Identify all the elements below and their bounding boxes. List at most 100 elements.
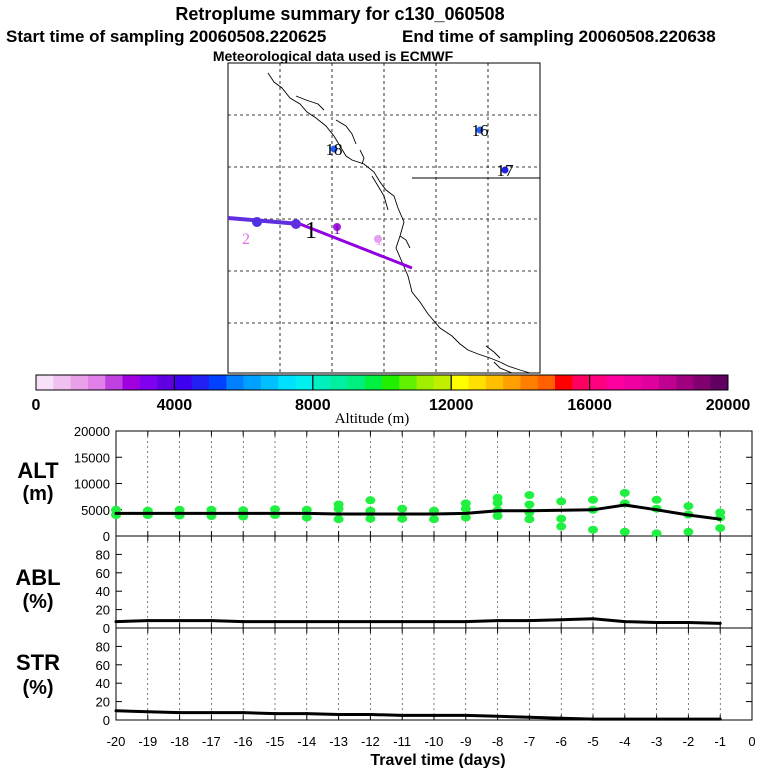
series-point xyxy=(464,511,468,515)
altitude-scatter-point xyxy=(206,505,217,514)
x-tick-label: -15 xyxy=(266,734,285,749)
cluster-point-16 xyxy=(476,126,484,134)
series-point xyxy=(591,717,595,721)
colorbar-cell xyxy=(485,375,504,390)
altitude-scatter-point xyxy=(301,513,312,522)
series-point xyxy=(464,620,468,624)
altitude-scatter-point xyxy=(492,493,503,502)
colorbar-cell xyxy=(278,375,296,390)
trajectory-segment-1 xyxy=(227,216,301,226)
series-line-alt xyxy=(116,503,721,521)
colorbar-cell xyxy=(399,375,417,390)
altitude-scatter-point xyxy=(588,525,598,534)
series-point xyxy=(146,511,150,515)
series-line-abl xyxy=(115,617,721,625)
series-point xyxy=(305,712,309,716)
colorbar-cell xyxy=(174,375,192,390)
series-point xyxy=(527,619,531,623)
altitude-scatter-point xyxy=(111,505,121,514)
series-point xyxy=(241,511,245,515)
series-point xyxy=(655,621,659,624)
series-point xyxy=(559,618,563,622)
map-label: 17 xyxy=(497,161,515,180)
abl-panel-label: ABL xyxy=(15,565,60,590)
x-tick-label: -1 xyxy=(714,734,726,749)
colorbar-cell xyxy=(347,375,365,390)
altitude-scatter-point xyxy=(556,497,567,506)
colorbar-cell xyxy=(260,375,279,390)
series-point xyxy=(686,717,690,721)
series-point xyxy=(178,511,182,515)
altitude-scatter-point xyxy=(365,514,376,523)
x-tick-label: -18 xyxy=(170,734,189,749)
series-point xyxy=(241,620,245,624)
altitude-scatter-point xyxy=(556,514,567,523)
altitude-scatter-point xyxy=(397,514,408,523)
figure-title: Retroplume summary for c130_060508 xyxy=(175,4,504,24)
y-tick-label: 0 xyxy=(103,713,110,728)
colorbar-cell xyxy=(537,375,556,390)
series-point xyxy=(432,713,436,717)
altitude-scatter-point xyxy=(333,500,344,509)
series-point xyxy=(273,712,277,716)
abl-panel: 80 60 40 20 0 xyxy=(96,536,753,636)
series-point xyxy=(368,713,372,716)
altitude-scatter-point xyxy=(651,529,662,538)
colorbar-cell xyxy=(364,375,383,390)
map-frame xyxy=(227,62,541,374)
altitude-scatter-point xyxy=(429,515,439,524)
str-panel: 80 60 40 20 0 xyxy=(96,628,753,728)
colorbar-cell xyxy=(382,375,400,390)
colorbar-cell xyxy=(36,375,54,390)
map-label: 16 xyxy=(472,121,489,140)
y-tick-label: 10000 xyxy=(74,477,110,492)
colorbar-cell xyxy=(468,375,487,390)
colorbar-cell xyxy=(157,375,175,390)
colorbar-cell xyxy=(416,375,435,390)
series-point xyxy=(496,714,500,718)
altitude-scatter-point xyxy=(588,495,598,504)
map-label: 1 xyxy=(333,222,341,238)
colorbar-cell xyxy=(710,375,729,390)
colorbar-cell xyxy=(243,375,262,390)
y-tick-label: 20 xyxy=(96,695,110,710)
y-tick-label: 0 xyxy=(103,529,110,544)
colorbar-cell xyxy=(312,375,331,390)
y-tick-label: 60 xyxy=(96,566,110,581)
series-point xyxy=(400,713,404,717)
colorbar-cell xyxy=(520,375,538,390)
series-point xyxy=(368,620,372,624)
y-tick-label: 80 xyxy=(96,547,110,562)
altitude-scatter-point xyxy=(365,496,376,505)
altitude-scatter-point xyxy=(619,527,630,536)
colorbar-axis-label: Altitude (m) xyxy=(335,411,410,427)
altitude-scatter-point xyxy=(524,515,535,524)
colorbar-tick-label: 20000 xyxy=(706,397,751,414)
trajectory-segment-2 xyxy=(299,222,413,270)
colorbar-cell xyxy=(503,375,521,390)
x-tick-label: -5 xyxy=(587,734,599,749)
colorbar-cell xyxy=(209,375,227,390)
x-tick-label: -11 xyxy=(393,734,411,749)
colorbar-cell xyxy=(606,375,625,390)
series-point xyxy=(591,617,595,621)
abl-panel-unit: (%) xyxy=(22,591,53,613)
altitude-scatter-point xyxy=(651,495,662,504)
series-point xyxy=(178,619,182,623)
series-point xyxy=(496,509,500,513)
alt-panel-label: ALT xyxy=(17,458,59,483)
y-tick-label: 0 xyxy=(103,621,110,636)
cluster-point-17 xyxy=(501,166,509,174)
series-point xyxy=(464,713,468,717)
x-tick-label: -6 xyxy=(555,734,567,749)
series-point xyxy=(686,621,690,624)
colorbar-frame xyxy=(35,374,729,391)
altitude-scatter-point xyxy=(556,522,567,531)
map-label: 2 xyxy=(242,231,250,248)
colorbar-cell xyxy=(451,375,469,390)
altitude-scatter-point xyxy=(524,500,535,509)
end-time-label: End time of sampling 20060508.220638 xyxy=(402,27,716,46)
